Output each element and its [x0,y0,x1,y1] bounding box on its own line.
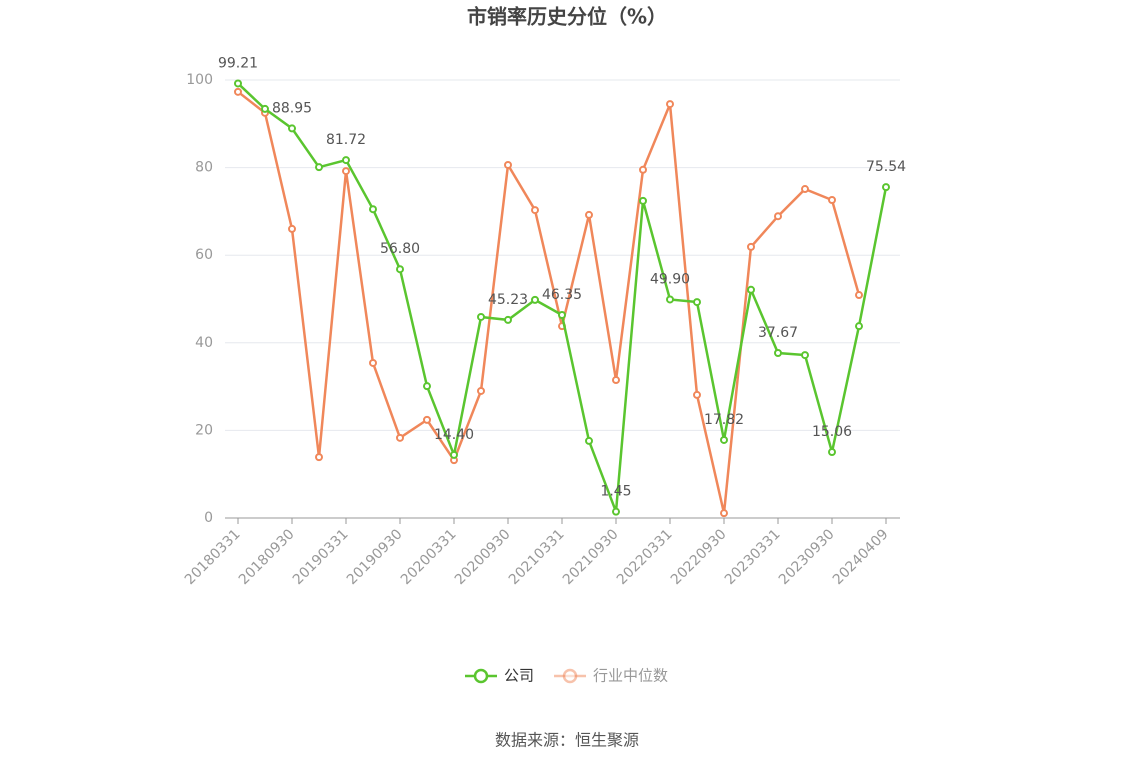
point [693,298,701,307]
point [504,160,512,169]
point [450,450,458,459]
point [585,210,593,219]
point [585,436,593,445]
series-line [237,90,861,514]
y-tick-label: 0 [204,510,213,526]
y-tick-label: 80 [195,160,213,176]
point [828,448,836,457]
point [612,507,620,516]
point [477,386,485,395]
point [531,295,539,304]
point [855,322,863,331]
data-label: 17.82 [704,412,744,428]
point [612,376,620,385]
point [423,415,431,424]
x-tick-label: 20200331 [398,526,460,588]
chart-title: 市销率历史分位（%） [467,5,667,29]
data-label: 99.21 [218,55,258,71]
x-tick-label: 20190930 [344,526,406,588]
data-label: 49.90 [650,271,690,287]
point [639,165,647,174]
point [369,358,377,367]
point [747,285,755,294]
point [693,390,701,399]
point [477,312,485,321]
point [234,79,242,88]
point [396,433,404,442]
point [774,349,782,358]
point [666,100,674,109]
point [288,224,296,233]
point [747,242,755,251]
point [504,315,512,324]
legend-label: 公司 [504,667,534,685]
data-label: 15.06 [812,424,852,440]
x-tick-label: 20230930 [776,526,838,588]
point [396,265,404,274]
point [342,156,350,165]
data-label: 1.45 [600,484,631,500]
x-tick-label: 20220331 [614,526,676,588]
point [882,183,890,192]
point [423,382,431,391]
y-tick-label: 20 [195,422,213,438]
x-tick-label: 20190331 [290,526,352,588]
data-label: 14.40 [434,427,474,443]
legend-label: 行业中位数 [593,667,668,685]
point [720,435,728,444]
legend-marker [562,668,578,684]
y-tick-label: 60 [195,247,213,263]
point [558,310,566,319]
point [369,205,377,214]
point [828,196,836,205]
point [801,351,809,360]
point [315,453,323,462]
data-label: 45.23 [488,292,528,308]
point [234,87,242,96]
legend-marker [473,668,489,684]
data-label: 88.95 [272,100,312,116]
point [855,291,863,300]
point [774,212,782,221]
data-label: 46.35 [542,287,582,303]
data-label: 75.54 [866,159,906,175]
x-tick-label: 20220930 [668,526,730,588]
x-tick-label: 20180930 [236,526,298,588]
x-tick-label: 20210331 [506,526,568,588]
point [288,124,296,133]
point [531,206,539,215]
point [342,167,350,176]
point [801,185,809,194]
data-label: 81.72 [326,132,366,148]
point [666,295,674,304]
point [720,509,728,518]
point [639,196,647,205]
point [261,104,269,113]
y-tick-label: 40 [195,335,213,351]
x-tick-label: 20200930 [452,526,514,588]
x-tick-label: 20180331 [182,526,244,588]
y-tick-label: 100 [186,72,213,88]
x-tick-label: 20230331 [722,526,784,588]
point [315,163,323,172]
data-label: 56.80 [380,241,420,257]
x-tick-label: 20240409 [830,526,892,588]
data-label: 37.67 [758,325,798,341]
x-tick-label: 20210930 [560,526,622,588]
source: 数据来源：恒生聚源 [495,731,639,750]
